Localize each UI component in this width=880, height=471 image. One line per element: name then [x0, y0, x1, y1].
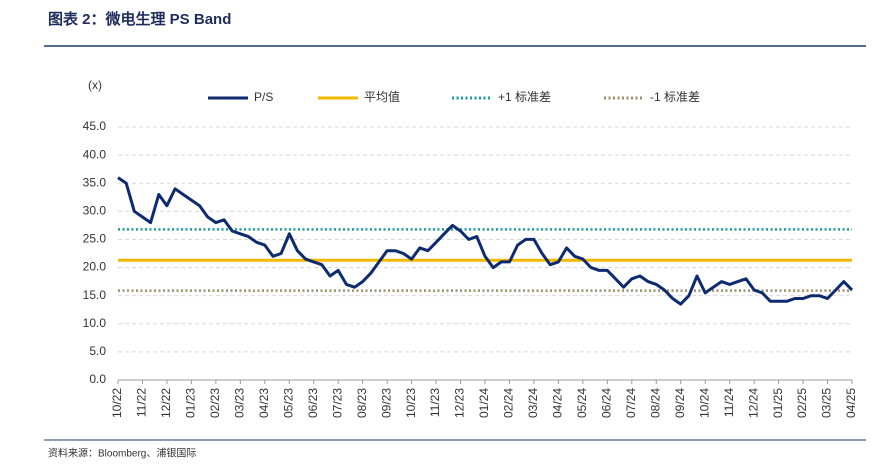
x-tick-label: 06/23 [306, 388, 320, 418]
y-axis-label: (x) [88, 78, 102, 92]
y-tick-label: 5.0 [89, 344, 106, 358]
x-tick-label: 01/23 [184, 388, 198, 418]
x-tick-label: 12/22 [159, 388, 173, 418]
x-tick-label: 11/22 [135, 388, 149, 417]
y-tick-label: 10.0 [83, 316, 107, 330]
x-tick-label: 04/25 [844, 388, 858, 418]
x-tick-label: 02/25 [795, 388, 809, 418]
x-tick-label: 09/24 [673, 388, 687, 418]
x-tick-label: 05/24 [575, 388, 589, 418]
x-tick-label: 02/24 [502, 388, 516, 418]
x-tick-label: 11/23 [428, 388, 442, 417]
y-tick-label: 15.0 [83, 288, 107, 302]
y-tick-label: 0.0 [89, 372, 106, 386]
x-tick-label: 03/23 [233, 388, 247, 418]
y-tick-label: 30.0 [83, 204, 107, 218]
x-tick-label: 11/24 [722, 388, 736, 417]
x-tick-label: 08/24 [648, 388, 662, 418]
x-tick-label: 03/25 [820, 388, 834, 418]
x-tick-label: 07/23 [330, 388, 344, 418]
y-tick-label: 45.0 [83, 119, 107, 133]
x-tick-label: 08/23 [355, 388, 369, 418]
x-tick-label: 04/23 [257, 388, 271, 418]
ps-line [117, 176, 854, 306]
x-tick-label: 05/23 [281, 388, 295, 418]
y-tick-label: 20.0 [83, 260, 107, 274]
x-tick-label: 06/24 [600, 388, 614, 418]
y-tick-label: 35.0 [83, 175, 107, 189]
y-tick-label: 40.0 [83, 147, 107, 161]
legend-label: P/S [254, 90, 273, 104]
x-tick-label: 12/24 [746, 388, 760, 418]
x-tick-label: 01/24 [477, 388, 491, 418]
x-tick-label: 10/24 [697, 388, 711, 418]
x-tick-label: 07/24 [624, 388, 638, 418]
chart-title: 图表 2：微电生理 PS Band [48, 10, 231, 28]
x-tick-label: 01/25 [771, 388, 785, 418]
x-tick-label: 10/22 [110, 388, 124, 418]
x-tick-label: 03/24 [526, 388, 540, 418]
x-tick-label: 10/23 [404, 388, 418, 418]
x-tick-label: 09/23 [379, 388, 393, 418]
x-tick-label: 02/23 [208, 388, 222, 418]
legend-label: +1 标准差 [498, 90, 551, 104]
x-tick-label: 04/24 [551, 388, 565, 418]
legend-label: 平均值 [364, 89, 400, 104]
legend-label: -1 标准差 [650, 90, 700, 104]
x-tick-label: 12/23 [453, 388, 467, 418]
source-note: 资料来源：Bloomberg、浦银国际 [48, 447, 196, 460]
y-tick-label: 25.0 [83, 232, 107, 246]
